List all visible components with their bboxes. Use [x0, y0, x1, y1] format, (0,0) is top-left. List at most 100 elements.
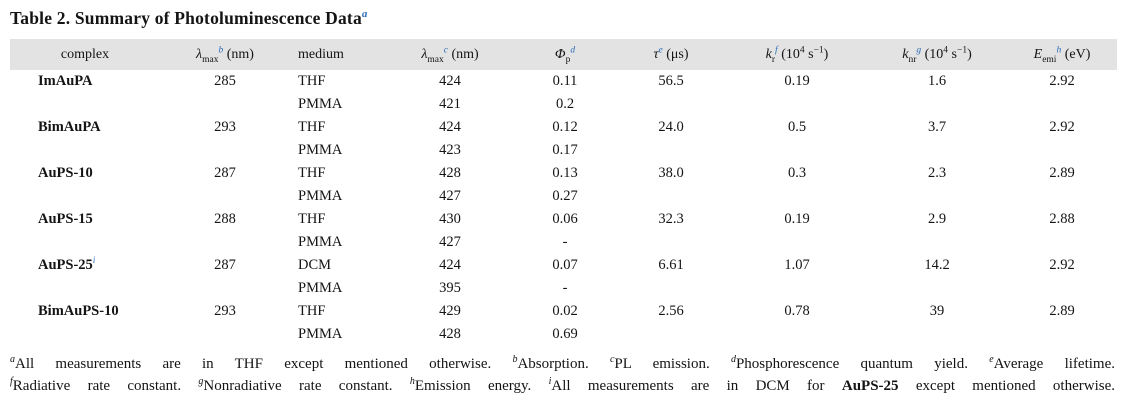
- table-header-row: complex λmaxb (nm) medium λmaxc (nm) Φpd…: [10, 39, 1117, 70]
- footnote-marker: b: [512, 354, 518, 365]
- cell-knr: 14.2: [924, 257, 950, 273]
- cell-eemi: 2.92: [1049, 119, 1075, 135]
- cell-kr: [727, 139, 867, 162]
- cell-knr: 3.7: [927, 119, 947, 135]
- cell-complex: [10, 139, 160, 162]
- cell-medium: THF: [298, 211, 326, 227]
- data-table: complex λmaxb (nm) medium λmaxc (nm) Φpd…: [10, 39, 1117, 346]
- cell-phi: 0.02: [552, 303, 578, 319]
- table-body: ImAuPA 285 THF 424 0.11 56.5 0.19 1.6 2.92 PMMA 42…: [10, 70, 1117, 346]
- cell-abs: 293: [214, 119, 236, 135]
- footnote-text: Average lifetime.: [993, 356, 1115, 372]
- cell-phi: -: [562, 280, 568, 296]
- cell-knr: [867, 185, 1007, 208]
- footnote-marker: e: [989, 354, 994, 365]
- cell-em: 428: [439, 165, 461, 181]
- cell-phi: 0.11: [552, 73, 578, 89]
- cell-tau: 6.61: [658, 257, 684, 273]
- footnote-marker: g: [198, 376, 204, 387]
- cell-abs: 293: [214, 303, 236, 319]
- cell-knr: [867, 277, 1007, 300]
- footnote-text: PL emission.: [614, 356, 731, 372]
- cell-complex: [10, 185, 160, 208]
- cell-abs: 287: [214, 257, 236, 273]
- column-header-lifetime: τe (μs): [653, 44, 689, 62]
- title-footnote-marker: a: [361, 8, 368, 21]
- cell-kr: 0.78: [784, 303, 810, 319]
- cell-tau: [615, 185, 727, 208]
- column-header-emission-energy: Eemih (eV): [1033, 44, 1091, 65]
- table-row: ImAuPA 285 THF 424 0.11 56.5 0.19 1.6 2.92: [10, 70, 1117, 93]
- cell-eemi: 2.88: [1049, 211, 1075, 227]
- footnote-text: All measurements are in DCM for: [551, 378, 842, 394]
- cell-tau: [615, 139, 727, 162]
- cell-abs: [160, 277, 290, 300]
- cell-complex: AuPS-15: [38, 211, 93, 227]
- cell-em: 421: [439, 96, 461, 112]
- cell-knr: [867, 323, 1007, 346]
- cell-complex: BimAuPS-10: [38, 303, 119, 319]
- cell-complex: [10, 93, 160, 116]
- cell-phi: 0.07: [552, 257, 578, 273]
- cell-complex: BimAuPA: [38, 119, 101, 135]
- cell-em: 428: [439, 326, 461, 342]
- cell-abs: 287: [214, 165, 236, 181]
- cell-em: 424: [439, 73, 461, 89]
- cell-knr: 1.6: [927, 73, 947, 89]
- cell-phi: 0.2: [555, 96, 575, 112]
- footnote-text: Absorption.: [517, 356, 610, 372]
- cell-em: 424: [439, 119, 461, 135]
- footnote-marker: d: [570, 44, 576, 55]
- footnote-text: Radiative rate constant.: [12, 378, 199, 394]
- table-row: AuPS-25i 287 DCM 424 0.07 6.61 1.07 14.2 2.92: [10, 254, 1117, 277]
- cell-medium: THF: [298, 303, 326, 319]
- cell-medium: DCM: [298, 257, 332, 273]
- cell-medium: PMMA: [298, 142, 343, 158]
- cell-eemi: [1007, 231, 1117, 254]
- cell-knr: 39: [929, 303, 945, 319]
- cell-kr: [727, 323, 867, 346]
- cell-em: 423: [439, 142, 461, 158]
- cell-eemi: [1007, 323, 1117, 346]
- footnote-marker: c: [443, 44, 448, 55]
- cell-kr: [727, 231, 867, 254]
- cell-medium: PMMA: [298, 326, 343, 342]
- table-title: Table 2. Summary of Photoluminescence Da…: [10, 8, 1117, 29]
- cell-abs: [160, 93, 290, 116]
- cell-tau: [615, 277, 727, 300]
- cell-em: 430: [439, 211, 461, 227]
- cell-eemi: 2.92: [1049, 73, 1075, 89]
- cell-phi: -: [562, 234, 568, 250]
- cell-kr: 0.19: [784, 73, 810, 89]
- table-row: BimAuPS-10 293 THF 429 0.02 2.56 0.78 39 2.89: [10, 300, 1117, 323]
- cell-eemi: 2.89: [1049, 165, 1075, 181]
- paper-table-region: Table 2. Summary of Photoluminescence Da…: [10, 8, 1117, 394]
- footnote-marker: h: [1056, 44, 1062, 55]
- cell-knr: [867, 93, 1007, 116]
- cell-phi: 0.06: [552, 211, 578, 227]
- table-row: PMMA 421 0.2: [10, 93, 1117, 116]
- footnote-text: All measurements are in THF except menti…: [15, 356, 513, 372]
- column-header-kr: krf (104 s−1): [765, 44, 829, 65]
- table-row: BimAuPA 293 THF 424 0.12 24.0 0.5 3.7 2.92: [10, 116, 1117, 139]
- footnote-text: Emission energy.: [414, 378, 549, 394]
- cell-complex: AuPS-10: [38, 165, 93, 181]
- cell-medium: PMMA: [298, 280, 343, 296]
- table-row: PMMA 427 -: [10, 231, 1117, 254]
- cell-eemi: [1007, 277, 1117, 300]
- cell-complex: AuPS-25i: [38, 256, 96, 273]
- cell-phi: 0.17: [552, 142, 578, 158]
- table-row: AuPS-15 288 THF 430 0.06 32.3 0.19 2.9 2.88: [10, 208, 1117, 231]
- cell-tau: [615, 323, 727, 346]
- cell-em: 395: [439, 280, 461, 296]
- cell-em: 427: [439, 234, 461, 250]
- cell-phi: 0.12: [552, 119, 578, 135]
- footnote-marker: i: [92, 256, 96, 267]
- footnote-text: Phosphorescence quantum yield.: [735, 356, 990, 372]
- cell-kr: 0.3: [787, 165, 807, 181]
- cell-medium: THF: [298, 73, 326, 89]
- table-title-text: Table 2. Summary of Photoluminescence Da…: [10, 8, 362, 28]
- cell-knr: 2.9: [927, 211, 947, 227]
- column-header-complex: complex: [60, 46, 110, 62]
- column-header-lambda-abs: λmaxb (nm): [196, 44, 254, 65]
